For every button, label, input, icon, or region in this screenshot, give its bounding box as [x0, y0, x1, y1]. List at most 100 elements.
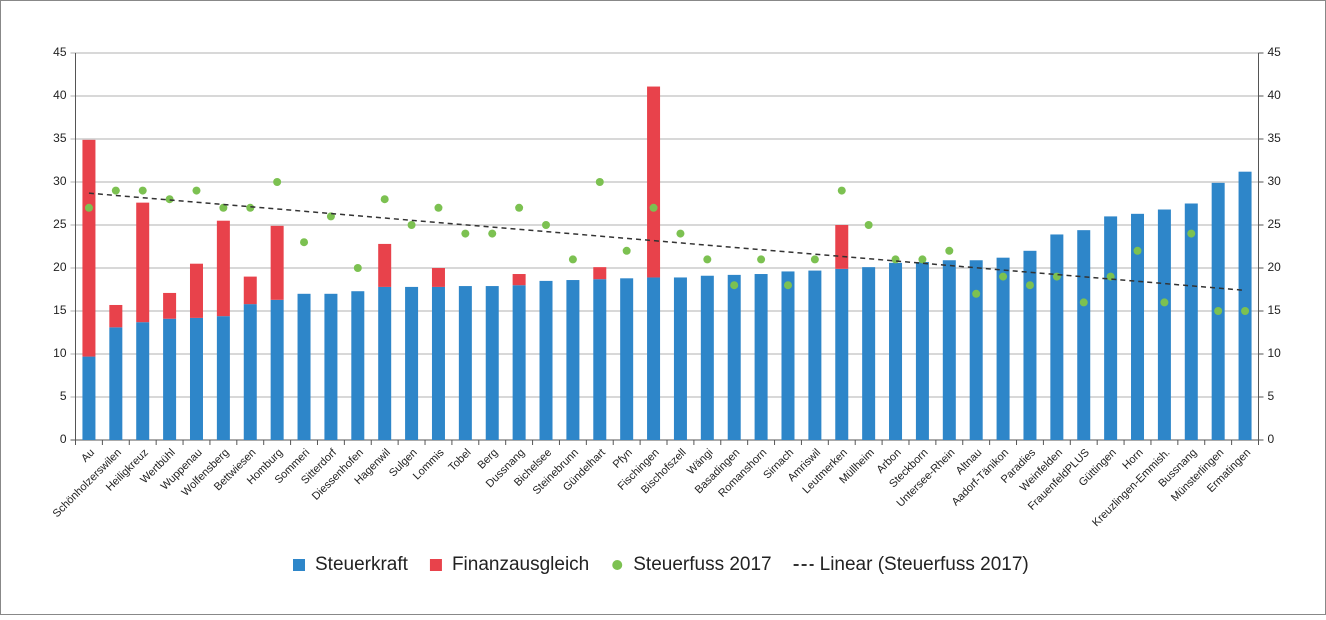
dot: [219, 203, 228, 212]
bar: [243, 276, 257, 305]
bar: [1131, 213, 1145, 440]
bar: [754, 274, 768, 440]
dot: [515, 203, 524, 212]
legend-label: Steuerkraft: [315, 554, 409, 575]
bar: [405, 286, 419, 440]
dot: [918, 255, 927, 264]
bar: [889, 262, 903, 440]
bar: [297, 293, 311, 440]
y2-tick-label: 15: [1268, 303, 1282, 317]
bar: [512, 285, 526, 440]
dot: [783, 281, 792, 290]
bar: [82, 139, 96, 357]
dot: [703, 255, 712, 264]
dot: [1187, 229, 1196, 238]
dot: [999, 272, 1008, 281]
dot: [380, 195, 389, 204]
bar: [243, 304, 257, 440]
y2-tick-label: 30: [1268, 174, 1282, 188]
y2-tick-label: 10: [1268, 346, 1282, 360]
dot: [757, 255, 766, 264]
bar: [593, 279, 607, 440]
y-tick-label: 10: [53, 346, 67, 360]
bar: [781, 271, 795, 440]
y-tick-label: 40: [53, 88, 67, 102]
bar: [727, 274, 741, 440]
bar: [673, 277, 687, 440]
bar: [1184, 203, 1198, 440]
bar: [620, 278, 634, 440]
dot: [461, 229, 470, 238]
dot: [1241, 307, 1250, 315]
bar: [431, 268, 445, 287]
dot: [972, 289, 981, 298]
y2-tick-label: 25: [1268, 217, 1282, 231]
bar: [862, 267, 876, 440]
bar: [270, 299, 284, 440]
dot: [864, 221, 873, 229]
dot: [810, 255, 819, 264]
bar: [485, 286, 499, 440]
bar: [835, 225, 849, 269]
bar: [378, 243, 392, 287]
y-tick-label: 25: [53, 217, 67, 231]
dot: [273, 178, 282, 186]
y-tick-label: 5: [60, 389, 67, 403]
dot: [1025, 281, 1034, 290]
dot: [676, 229, 685, 238]
bar: [1238, 171, 1252, 440]
bar: [458, 286, 472, 440]
legend-label: Linear (Steuerfuss 2017): [820, 554, 1029, 575]
dot: [111, 186, 120, 195]
bar: [109, 327, 123, 440]
bar: [189, 263, 203, 318]
y2-tick-label: 45: [1268, 45, 1282, 59]
trend-line: [88, 192, 1246, 292]
dot: [730, 281, 739, 290]
dot: [568, 255, 577, 264]
dot: [1079, 298, 1088, 307]
bar: [109, 304, 123, 328]
bar: [942, 260, 956, 440]
bar: [1023, 250, 1037, 440]
dot: [488, 229, 497, 238]
y2-tick-label: 20: [1268, 260, 1282, 274]
dot: [542, 221, 551, 229]
legend-label: Steuerfuss 2017: [633, 554, 771, 575]
dot: [649, 203, 658, 212]
bar: [351, 291, 365, 440]
y2-tick-label: 40: [1268, 88, 1282, 102]
bar: [969, 260, 983, 440]
bar: [1050, 234, 1064, 440]
dot: [165, 195, 174, 204]
bar: [512, 274, 526, 286]
dot: [891, 255, 900, 264]
dot: [1133, 246, 1142, 255]
dot: [84, 203, 93, 212]
dot: [622, 246, 631, 255]
bar: [1104, 216, 1118, 440]
dot: [945, 246, 954, 255]
dot: [837, 186, 846, 195]
bar: [136, 322, 150, 440]
y-tick-label: 45: [53, 45, 67, 59]
bar: [835, 268, 849, 440]
bar: [82, 356, 96, 440]
y-tick-label: 0: [60, 432, 67, 446]
dot: [407, 221, 416, 229]
bar: [566, 280, 580, 440]
legend-label: Finanzausgleich: [452, 554, 589, 575]
y2-tick-label: 5: [1268, 389, 1275, 403]
bar: [216, 220, 230, 317]
dot: [434, 203, 443, 212]
legend-swatch: [612, 560, 623, 570]
bar: [593, 267, 607, 280]
bar: [431, 286, 445, 440]
dot: [192, 186, 201, 195]
y-tick-label: 20: [53, 260, 67, 274]
bar: [324, 293, 338, 440]
bar: [270, 225, 284, 300]
y-tick-label: 35: [53, 131, 67, 145]
bar: [700, 275, 714, 440]
